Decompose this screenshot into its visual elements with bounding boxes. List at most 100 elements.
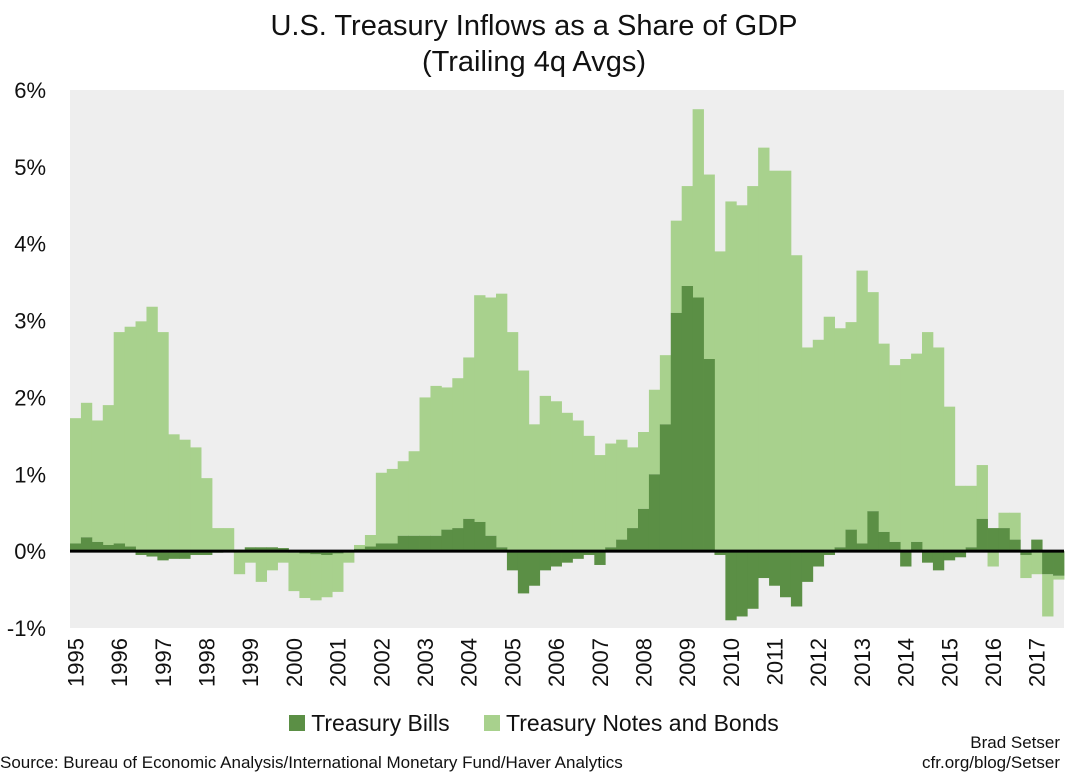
bar-notes xyxy=(201,478,213,552)
source-note: Source: Bureau of Economic Analysis/Inte… xyxy=(0,753,623,772)
x-tick-label: 1998 xyxy=(195,638,220,687)
bar-bills xyxy=(889,541,901,552)
bar-notes xyxy=(932,347,945,552)
bar-bills xyxy=(539,551,552,571)
bar-notes xyxy=(517,370,530,552)
bar-notes xyxy=(310,554,322,601)
y-axis: 6% 5% 4% 3% 2% 1% 0% -1% xyxy=(7,78,46,641)
bar-notes xyxy=(583,435,595,552)
bar-notes xyxy=(222,528,235,552)
y-tick-label: -1% xyxy=(7,616,46,641)
bar-notes xyxy=(987,551,999,567)
bar-bills xyxy=(561,551,573,563)
x-tick-label: 1997 xyxy=(151,638,176,687)
bar-bills xyxy=(714,551,726,555)
bar-notes xyxy=(113,332,126,544)
bar-bills xyxy=(583,551,595,555)
bar-notes xyxy=(190,447,202,552)
bar-notes xyxy=(878,343,890,532)
bar-bills xyxy=(364,546,377,552)
bar-notes xyxy=(419,397,431,536)
legend-item-notes: Treasury Notes and Bonds xyxy=(484,708,779,738)
y-tick-label: 5% xyxy=(14,155,46,180)
x-tick-label: 2010 xyxy=(719,638,744,687)
notes-bars-group xyxy=(70,109,1065,617)
bar-bills xyxy=(1042,551,1054,575)
bar-notes xyxy=(681,186,694,286)
x-tick-label: 2014 xyxy=(894,638,919,687)
bar-bills xyxy=(146,551,158,557)
bar-bills xyxy=(496,547,508,552)
bar-bills xyxy=(441,529,453,552)
credit-site: cfr.org/blog/Setser xyxy=(922,753,1060,772)
bar-notes xyxy=(845,322,857,530)
bar-notes xyxy=(485,297,497,536)
bar-notes xyxy=(102,405,115,545)
bar-notes xyxy=(648,389,661,475)
credit: Brad Setser cfr.org/blog/Setser xyxy=(922,733,1060,773)
bar-notes xyxy=(233,551,246,575)
bar-notes xyxy=(638,432,650,509)
bar-bills xyxy=(375,543,388,552)
bar-notes xyxy=(375,472,388,544)
bar-notes xyxy=(288,552,300,592)
bar-notes xyxy=(430,385,442,536)
bar-bills xyxy=(659,424,672,552)
bar-bills xyxy=(747,551,759,609)
chart-title: U.S. Treasury Inflows as a Share of GDP xyxy=(270,10,798,42)
bar-bills xyxy=(80,537,93,552)
bar-notes xyxy=(812,339,825,552)
bar-bills xyxy=(976,518,988,552)
bar-notes xyxy=(277,551,289,563)
bar-bills xyxy=(812,551,825,567)
bar-bills xyxy=(408,535,420,552)
bar-notes xyxy=(463,357,475,519)
bar-bills xyxy=(648,474,661,552)
bar-notes xyxy=(157,332,169,552)
bar-notes xyxy=(605,443,617,548)
bar-bills xyxy=(506,551,519,571)
bar-notes xyxy=(998,512,1010,529)
bar-bills xyxy=(987,528,999,552)
bar-notes xyxy=(1020,554,1032,579)
bar-bills xyxy=(474,521,486,552)
bar-bills xyxy=(572,551,584,559)
bar-bills xyxy=(1031,539,1043,552)
bar-bills xyxy=(517,551,530,594)
bar-bills xyxy=(845,529,857,552)
bar-bills xyxy=(954,551,967,558)
bar-notes xyxy=(408,451,420,536)
bar-bills xyxy=(834,547,846,552)
bar-bills xyxy=(179,551,191,559)
bar-notes xyxy=(834,328,846,548)
bar-bills xyxy=(616,539,628,552)
bar-bills xyxy=(310,551,322,555)
bar-bills xyxy=(780,551,792,598)
bar-bills xyxy=(190,551,202,555)
bar-notes xyxy=(736,205,748,552)
bar-notes xyxy=(506,332,519,552)
x-axis: 1995 1996 1997 1998 1999 2000 2001 2002 2003 2004… xyxy=(64,638,1050,687)
bar-notes xyxy=(790,255,803,552)
x-tick-label: 2007 xyxy=(588,638,613,687)
bar-notes xyxy=(703,174,715,359)
bar-notes xyxy=(747,186,759,552)
y-tick-label: 0% xyxy=(14,539,46,564)
bar-notes xyxy=(900,359,912,552)
legend: Treasury Bills Treasury Notes and Bonds xyxy=(0,708,1068,738)
bar-notes xyxy=(244,551,257,563)
bar-bills xyxy=(670,312,683,552)
bar-bills xyxy=(255,547,268,552)
bar-notes xyxy=(780,170,792,552)
bar-bills xyxy=(321,551,333,555)
bar-bills xyxy=(463,518,475,552)
bar-notes xyxy=(124,326,136,547)
legend-swatch-bills xyxy=(289,715,306,731)
bar-bills xyxy=(135,551,147,555)
y-tick-label: 1% xyxy=(14,462,46,487)
bar-notes xyxy=(1031,551,1043,575)
bar-notes xyxy=(528,424,541,552)
bar-notes xyxy=(550,401,562,552)
x-tick-label: 1995 xyxy=(64,638,89,687)
bar-notes xyxy=(954,485,967,552)
